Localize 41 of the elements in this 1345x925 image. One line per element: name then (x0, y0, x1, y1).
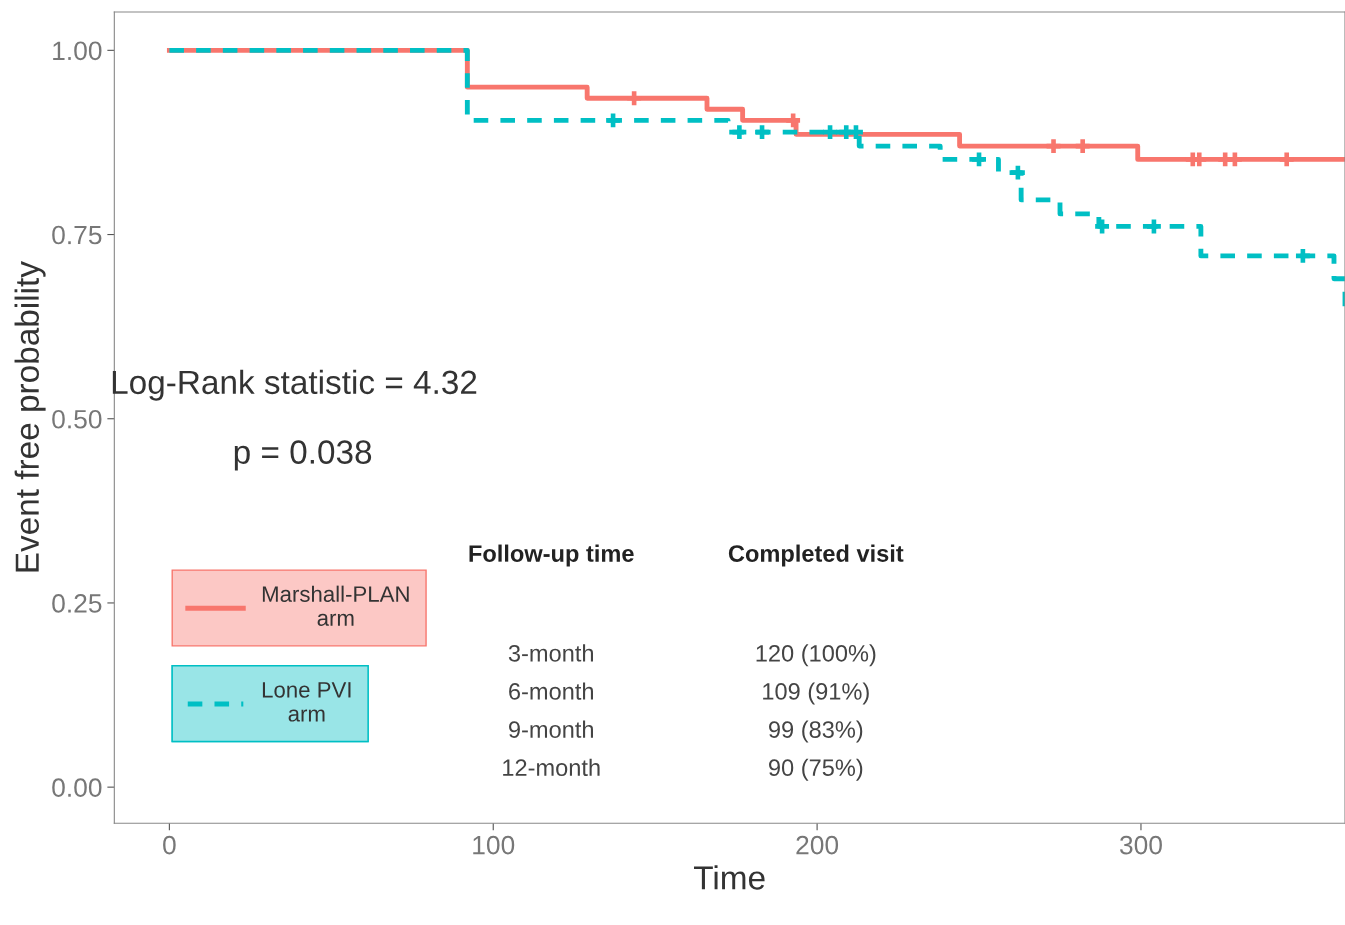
point (732, 125, 747, 140)
annotation: 9-month (509, 720, 593, 738)
annotation: 3-month (508, 644, 593, 662)
annotation: 99 (83%) (769, 720, 863, 743)
y-tick-label: 0.25 (52, 594, 102, 613)
point (1010, 165, 1025, 180)
point (627, 91, 642, 106)
y-tick-label: 0.75 (52, 225, 102, 245)
legend-label: Lone PVI arm (262, 682, 351, 722)
point (823, 125, 837, 140)
point (1075, 139, 1090, 154)
point (1279, 152, 1294, 167)
x-axis-title: Time (694, 865, 765, 890)
point (786, 113, 801, 128)
point (1046, 139, 1061, 154)
point (849, 125, 863, 140)
y-tick-label: 1.00 (53, 41, 102, 61)
x-tick-label: 300 (1119, 835, 1162, 855)
point (1095, 219, 1110, 234)
annotation: 90 (75%) (769, 758, 863, 781)
x-tick-label: 200 (796, 835, 839, 855)
legend-label: Marshall-PLAN arm (262, 585, 409, 626)
annotation: Completed visit (728, 544, 904, 567)
y-axis-title: Event free probability (14, 261, 46, 572)
annotation: Log-Rank statistic = 4.32 (112, 369, 477, 401)
point (755, 125, 769, 140)
x-tick-label: 0 (163, 835, 176, 855)
annotation: p = 0.038 (234, 440, 372, 471)
x-tick-label: 100 (473, 835, 515, 855)
y-tick-label: 0.50 (52, 409, 102, 429)
point (606, 113, 621, 128)
annotation: 109 (91%) (763, 682, 869, 705)
annotation: 6-month (509, 682, 593, 700)
annotation: Follow-up time (469, 544, 634, 567)
point (972, 152, 986, 167)
point (1227, 152, 1242, 167)
point (1295, 248, 1310, 263)
point (1146, 219, 1161, 234)
annotation: 120 (100%) (756, 644, 876, 667)
y-tick-label: 0.00 (52, 778, 102, 797)
annotation: 12-month (503, 758, 600, 777)
